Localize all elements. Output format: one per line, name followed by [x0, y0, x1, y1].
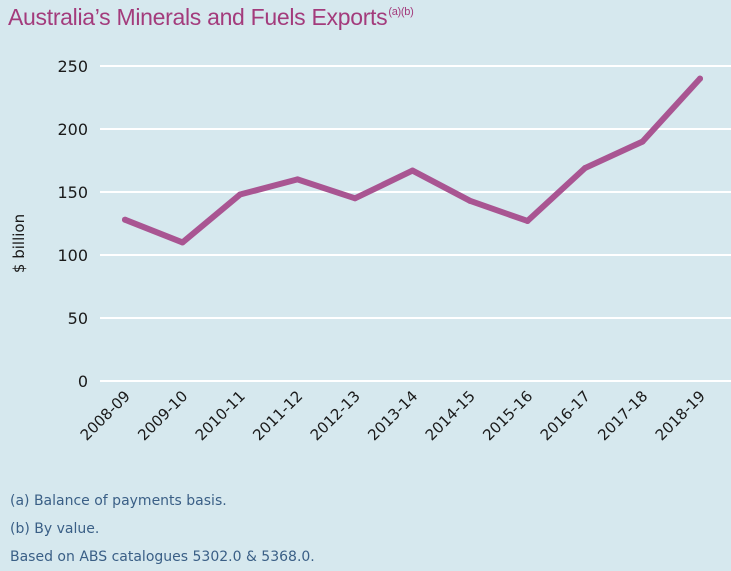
chart-title-text: Australia’s Minerals and Fuels Exports: [8, 4, 388, 30]
x-tick-label: 2015-16: [479, 387, 536, 444]
data-point: [409, 167, 416, 174]
data-point: [294, 176, 301, 183]
data-point: [639, 138, 646, 145]
x-tick-label: 2016-17: [537, 387, 594, 444]
x-tick-label: 2013-14: [364, 387, 421, 444]
y-tick-label: 100: [57, 246, 88, 265]
y-tick-label: 250: [57, 57, 88, 76]
y-tick-label: 150: [57, 183, 88, 202]
y-tick-label: 0: [78, 372, 88, 391]
x-tick-label: 2011-12: [249, 387, 306, 444]
x-tick-label: 2010-11: [192, 387, 249, 444]
series-line: [122, 75, 703, 246]
footnote-a: (a) Balance of payments basis.: [10, 493, 227, 509]
x-tick-label: 2012-13: [307, 387, 364, 444]
x-tick-label: 2009-10: [134, 387, 191, 444]
chart-title-superscript: (a)(b): [388, 6, 414, 18]
data-point: [122, 216, 128, 223]
x-tick-label: 2018-19: [652, 387, 709, 444]
y-tick-label: 200: [57, 120, 88, 139]
y-axis-label: $ billion: [10, 214, 28, 273]
data-point: [179, 239, 186, 246]
data-point: [524, 217, 531, 224]
data-point: [352, 195, 358, 202]
data-point: [582, 165, 588, 172]
footnote-source: Based on ABS catalogues 5302.0 & 5368.0.: [10, 549, 315, 565]
y-tick-label: 50: [68, 309, 88, 328]
data-point: [237, 191, 243, 198]
data-point: [467, 197, 473, 204]
chart-title: Australia’s Minerals and Fuels Exports(a…: [8, 4, 414, 31]
x-tick-label: 2014-15: [422, 387, 479, 444]
footnotes: (a) Balance of payments basis. (b) By va…: [10, 487, 315, 571]
x-tick-label: 2017-18: [594, 387, 651, 444]
data-point: [697, 75, 703, 82]
footnote-b: (b) By value.: [10, 521, 100, 537]
x-tick-label: 2008-09: [77, 387, 134, 444]
